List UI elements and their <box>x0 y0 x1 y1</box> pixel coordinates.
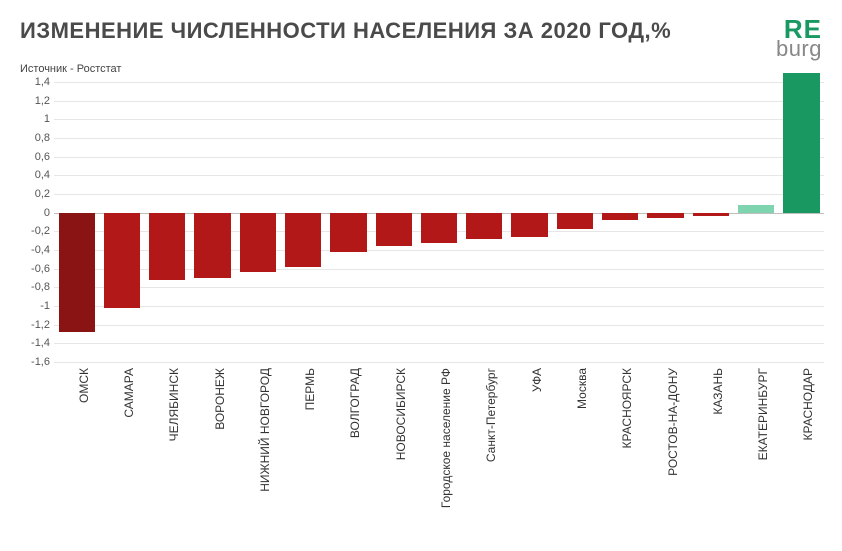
x-tick-label: ПЕРМЬ <box>303 368 317 410</box>
bar-slot <box>235 82 280 362</box>
bar <box>330 213 366 252</box>
x-label-slot: РОСТОВ-НА-ДОНУ <box>643 368 688 528</box>
x-label-slot: Санкт-Петербург <box>462 368 507 528</box>
bar <box>194 213 230 278</box>
bar-slot <box>779 82 824 362</box>
x-label-slot: УФА <box>507 368 552 528</box>
bar-slot <box>733 82 778 362</box>
y-tick-label: 0,8 <box>18 132 50 144</box>
bar-slot <box>371 82 416 362</box>
y-tick-label: 0,6 <box>18 151 50 163</box>
x-tick-label: Санкт-Петербург <box>484 368 498 462</box>
y-tick-label: -0,2 <box>18 225 50 237</box>
bar <box>511 213 547 237</box>
bar <box>240 213 276 273</box>
x-label-slot: КАЗАНЬ <box>688 368 733 528</box>
bar-slot <box>598 82 643 362</box>
x-tick-label: КАЗАНЬ <box>711 368 725 415</box>
x-axis-labels: ОМСК САМАРА ЧЕЛЯБИНСК ВОРОНЕЖ НИЖНИЙ НОВГОРО… <box>54 368 824 528</box>
bar-slot <box>190 82 235 362</box>
x-label-slot: ОМСК <box>54 368 99 528</box>
bar-slot <box>462 82 507 362</box>
y-tick-label: 1,2 <box>18 95 50 107</box>
x-tick-label: НИЖНИЙ НОВГОРОД <box>258 368 272 492</box>
x-tick-label: Москва <box>575 368 589 409</box>
x-label-slot: ВОРОНЕЖ <box>190 368 235 528</box>
x-tick-label: САМАРА <box>122 368 136 418</box>
y-tick-label: -0,8 <box>18 281 50 293</box>
bar <box>285 213 321 267</box>
x-tick-label: ЧЕЛЯБИНСК <box>167 368 181 441</box>
x-tick-label: ВОЛГОГРАД <box>348 368 362 438</box>
x-label-slot: Городское население РФ <box>416 368 461 528</box>
x-label-slot: ВОЛГОГРАД <box>326 368 371 528</box>
bar <box>466 213 502 239</box>
y-tick-label: -1,2 <box>18 319 50 331</box>
gridline <box>54 362 824 363</box>
x-label-slot: КРАСНОЯРСК <box>598 368 643 528</box>
bar-slot <box>507 82 552 362</box>
bar-slot <box>326 82 371 362</box>
x-label-slot: НОВОСИБИРСК <box>371 368 416 528</box>
x-tick-label: УФА <box>530 368 544 392</box>
bar <box>59 213 95 332</box>
chart-area: 1,41,210,80,60,40,20-0,2-0,4-0,6-0,8-1-1… <box>18 82 824 533</box>
x-tick-label: ОМСК <box>77 368 91 403</box>
bar-slot <box>280 82 325 362</box>
y-tick-label: -1,4 <box>18 337 50 349</box>
y-tick-label: 1,4 <box>18 76 50 88</box>
x-tick-label: КРАСНОДАР <box>801 368 815 440</box>
bar-slot <box>99 82 144 362</box>
bar <box>602 213 638 220</box>
x-label-slot: ЕКАТЕРИНБУРГ <box>733 368 778 528</box>
x-tick-label: НОВОСИБИРСК <box>394 368 408 460</box>
x-tick-label: КРАСНОЯРСК <box>620 368 634 449</box>
chart-title: ИЗМЕНЕНИЕ ЧИСЛЕННОСТИ НАСЕЛЕНИЯ ЗА 2020 … <box>20 18 671 44</box>
x-label-slot: САМАРА <box>99 368 144 528</box>
bar <box>104 213 140 308</box>
x-label-slot: ЧЕЛЯБИНСК <box>145 368 190 528</box>
source-label: Источник - Ростстат <box>0 59 842 75</box>
x-label-slot: НИЖНИЙ НОВГОРОД <box>235 368 280 528</box>
bar <box>557 213 593 230</box>
y-tick-label: -0,6 <box>18 263 50 275</box>
y-tick-label: 0 <box>18 207 50 219</box>
y-tick-label: -0,4 <box>18 244 50 256</box>
y-tick-label: 0,2 <box>18 188 50 200</box>
bar-slot <box>688 82 733 362</box>
x-tick-label: Городское население РФ <box>439 368 453 508</box>
bar <box>647 213 683 219</box>
bar-slot <box>54 82 99 362</box>
bar <box>376 213 412 247</box>
logo: RE burg <box>776 18 822 59</box>
y-tick-label: 1 <box>18 113 50 125</box>
bar-slot <box>416 82 461 362</box>
bar <box>738 205 774 212</box>
y-tick-label: -1 <box>18 300 50 312</box>
x-tick-label: РОСТОВ-НА-ДОНУ <box>666 368 680 476</box>
x-label-slot: Москва <box>552 368 597 528</box>
bar-slot <box>643 82 688 362</box>
bar <box>421 213 457 243</box>
bar-slot <box>145 82 190 362</box>
y-tick-label: -1,6 <box>18 356 50 368</box>
logo-bottom: burg <box>776 40 822 59</box>
x-label-slot: КРАСНОДАР <box>779 368 824 528</box>
bar-slot <box>552 82 597 362</box>
x-tick-label: ЕКАТЕРИНБУРГ <box>756 368 770 460</box>
bars-container <box>54 82 824 362</box>
x-label-slot: ПЕРМЬ <box>280 368 325 528</box>
bar <box>693 213 729 217</box>
plot-area <box>54 82 824 362</box>
bar <box>149 213 185 280</box>
bar <box>783 73 819 213</box>
y-tick-label: 0,4 <box>18 169 50 181</box>
x-tick-label: ВОРОНЕЖ <box>213 368 227 430</box>
